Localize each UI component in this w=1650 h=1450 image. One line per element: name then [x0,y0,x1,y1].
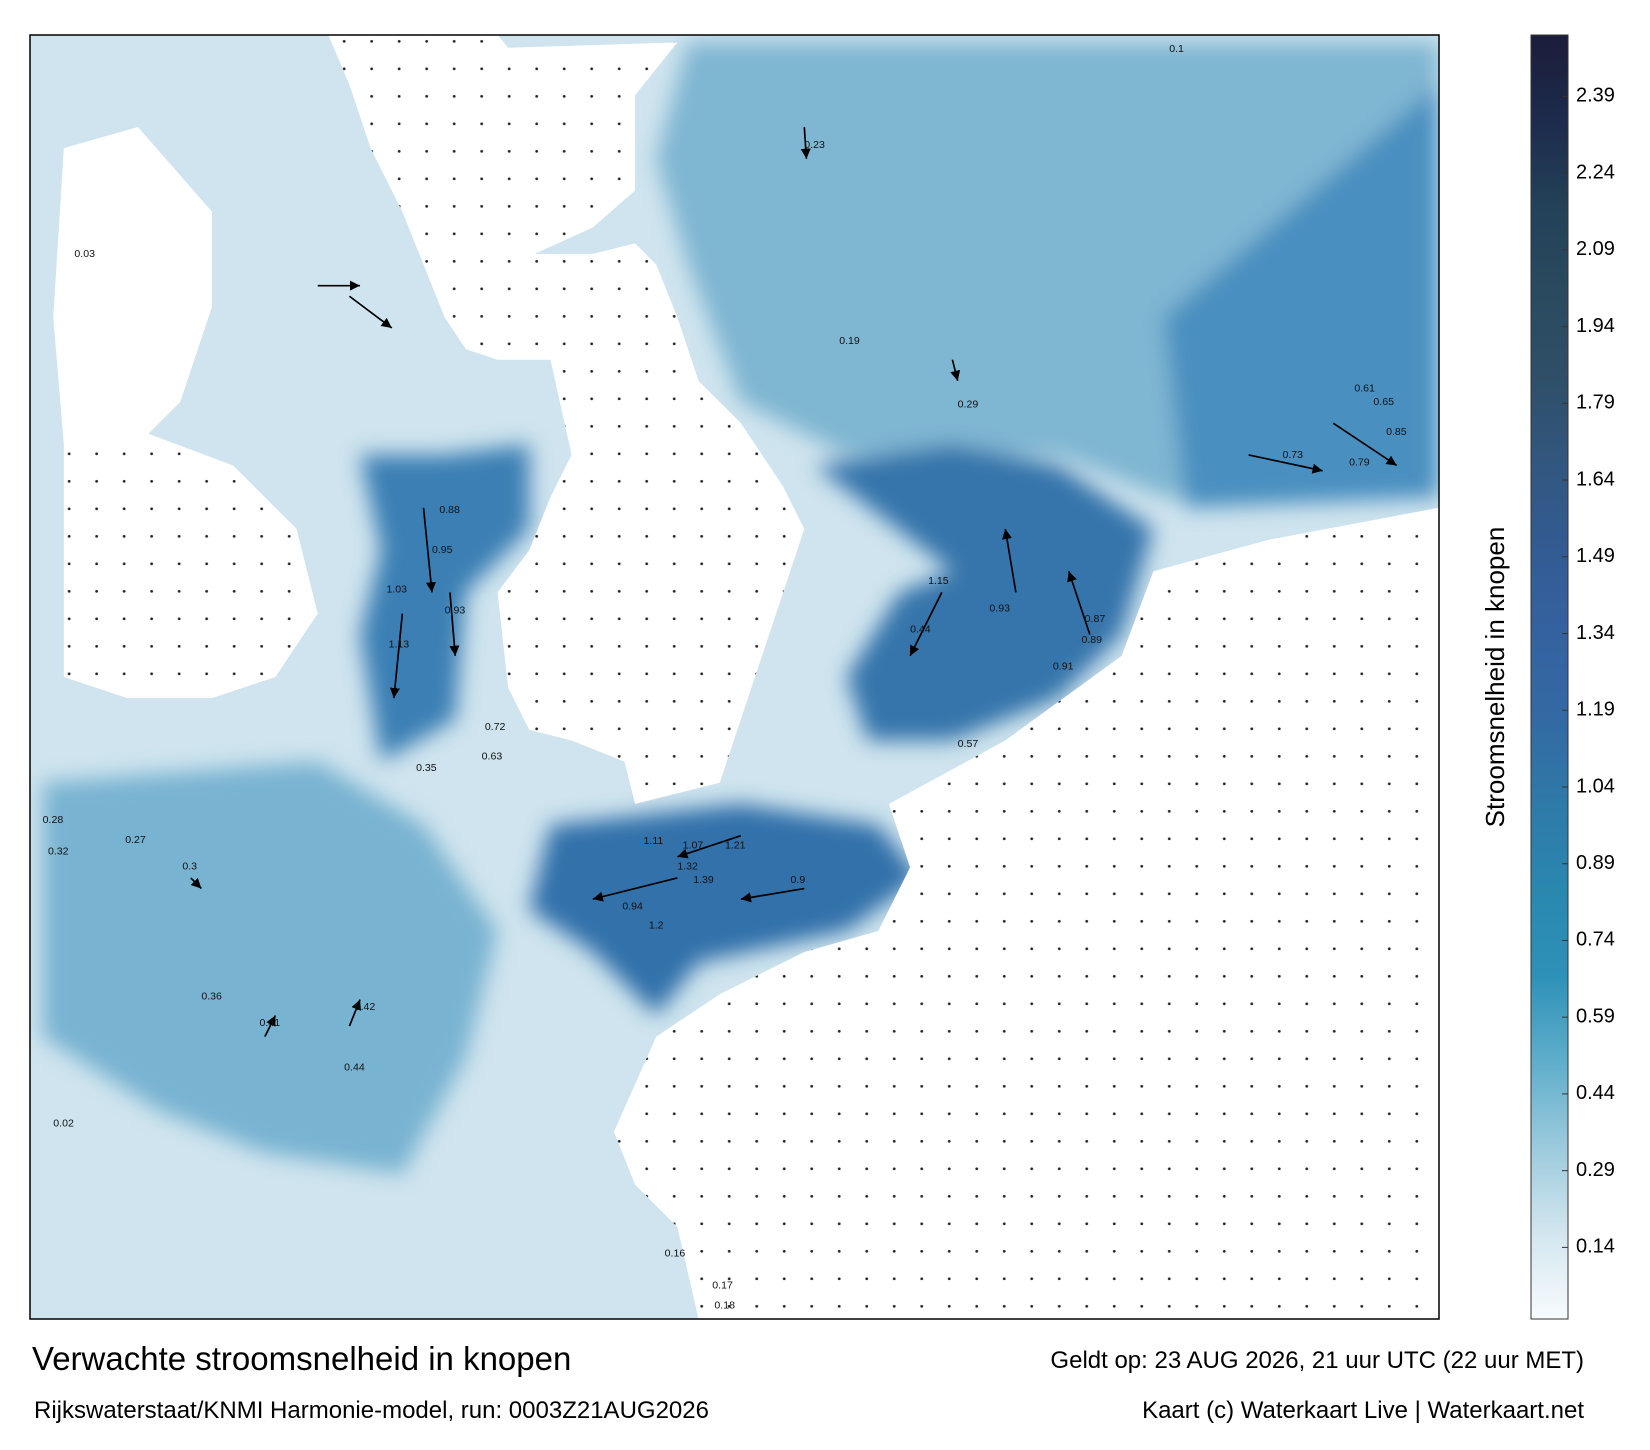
speed-label: 1.2 [649,920,664,932]
irish-sea [360,444,530,762]
speed-label: 0.61 [1354,382,1375,394]
colorbar-tick-label: 1.64 [1576,468,1615,490]
channel-west [529,803,921,1016]
colorbar-tick-label: 0.14 [1576,1236,1615,1258]
speed-label: 0.29 [958,398,979,410]
speed-label: 0.28 [43,814,64,826]
speed-label: 1.21 [725,839,746,851]
colorbar-tick-label: 2.39 [1576,85,1615,107]
speed-label: 0.93 [445,605,466,617]
speed-label: 0.35 [416,762,437,774]
speed-label: 1.03 [386,583,407,595]
speed-label: 0.27 [125,834,146,846]
speed-label: 0.1 [1169,43,1184,55]
speed-label: 0.57 [958,738,979,750]
speed-label: 0.17 [712,1279,733,1291]
speed-label: 0.88 [439,504,460,516]
speed-label: 0.79 [1349,456,1370,468]
colorbar-tick-label: 0.29 [1576,1159,1615,1181]
colorbar-tick-label: 1.94 [1576,315,1615,337]
land [53,35,1439,1319]
map-frame [29,34,1440,1320]
speed-label: 0.65 [1373,396,1394,408]
speed-label: 0.42 [355,1001,376,1013]
colorbar-tick-label: 1.79 [1576,392,1615,414]
speed-label: 0.91 [1053,661,1074,673]
speed-label: 0.87 [1085,613,1106,625]
colorbar-tick-label: 0.59 [1576,1005,1615,1027]
speed-label: 1.13 [389,638,410,650]
title: Verwachte stroomsnelheid in knopen [32,1340,571,1377]
speed-label: 0.19 [839,335,860,347]
speed-label: 0.95 [432,544,453,556]
map: 0.88 0.93 1.03 1.13 0.95 0.72 0.63 0.35 1.11 1.07… [30,35,1439,1319]
current-arrows [190,126,1398,1037]
speed-label: 0.85 [1386,426,1407,438]
colorbar-tick-label: 0.74 [1576,929,1615,951]
colorbar-tick-label: 0.44 [1576,1082,1615,1104]
north-east-sea [1163,84,1439,508]
speed-label: 0.44 [344,1061,365,1073]
speed-label: 0.16 [665,1248,686,1260]
speed-label: 0.89 [1081,634,1102,646]
speed-label: 0.63 [482,750,503,762]
speed-label: 1.15 [928,575,949,587]
speed-label: 0.36 [201,991,222,1003]
colorbar-tick-label: 1.04 [1576,775,1615,797]
credit: Kaart (c) Waterkaart Live | Waterkaart.n… [1142,1397,1584,1424]
speed-label: 0.23 [804,139,825,151]
colorbar-tick-label: 2.09 [1576,238,1615,260]
speed-label: 0.02 [53,1118,74,1130]
speed-label: 0.03 [74,248,95,260]
speed-label: 0.41 [260,1017,281,1029]
colorbar-tick-label: 1.19 [1576,699,1615,721]
speed-label: 0.93 [989,602,1010,614]
colorbar-tick-label: 0.89 [1576,852,1615,874]
valid-time: Geldt op: 23 AUG 2026, 21 uur UTC (22 uu… [1050,1347,1584,1374]
colorbar-tick-label: 2.24 [1576,161,1615,183]
speed-label: 0.18 [714,1299,735,1311]
subtitle: Rijkswaterstaat/KNMI Harmonie-model, run… [34,1397,709,1424]
speed-label: 0.9 [791,874,806,886]
colorbar-tick-label: 1.49 [1576,545,1615,567]
colorbar-tick-label: 1.34 [1576,622,1615,644]
speed-label: 0.72 [485,721,506,733]
colorbar [1530,34,1569,1320]
speed-label: 1.11 [644,835,664,847]
speed-label: 1.39 [693,874,714,886]
speed-label: 1.07 [683,839,704,851]
colorbar-label: Stroomsnelheid in knopen [1480,527,1510,828]
speed-label: 0.44 [910,624,931,636]
speed-label: 0.32 [48,846,69,858]
atlantic [42,761,498,1175]
speed-label: 0.73 [1282,449,1303,461]
speed-label: 0.3 [182,860,197,872]
speed-label: 0.94 [622,901,643,913]
speed-label: 1.32 [677,860,698,872]
channel-east [814,444,1154,741]
